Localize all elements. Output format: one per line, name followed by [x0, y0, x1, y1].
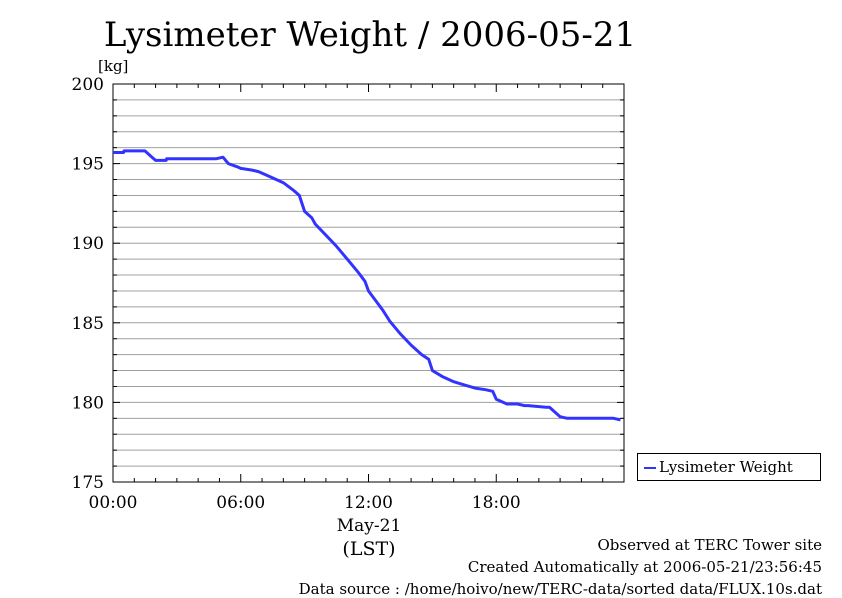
grid-lines — [113, 99, 624, 467]
y-tick-label: 200 — [72, 75, 104, 95]
footer-observed: Observed at TERC Tower site — [597, 536, 822, 554]
plot-frame — [112, 83, 625, 483]
legend-label: Lysimeter Weight — [659, 458, 793, 476]
y-tick-label: 180 — [72, 393, 104, 413]
y-tick-label: 195 — [72, 155, 104, 175]
footer-created: Created Automatically at 2006-05-21/23:5… — [467, 558, 822, 576]
y-tick-label: 190 — [72, 234, 104, 254]
footer-source: Data source : /home/hoivo/new/TERC-data/… — [298, 580, 822, 598]
x-tick-label: 00:00 — [89, 493, 138, 513]
x-tick-label: 12:00 — [344, 493, 393, 513]
y-tick-label: 175 — [72, 473, 104, 493]
x-tick-label: 18:00 — [472, 493, 521, 513]
x-axis-label: (LST) — [342, 538, 395, 560]
y-tick-label: 185 — [72, 314, 104, 334]
y-tick-labels: 175 180 185 190 195 200 — [72, 75, 104, 493]
legend-swatch — [644, 467, 656, 469]
date-label: May-21 — [337, 516, 402, 536]
y-axis-label: [kg] — [98, 57, 128, 75]
x-tick-label: 06:00 — [216, 493, 265, 513]
chart-title: Lysimeter Weight / 2006-05-21 — [104, 15, 636, 55]
series-line-lysimeter-weight — [113, 149, 621, 422]
x-tick-labels: 00:00 06:00 12:00 18:00 — [89, 493, 521, 513]
axis-ticks — [112, 83, 624, 483]
legend: Lysimeter Weight — [637, 453, 821, 481]
